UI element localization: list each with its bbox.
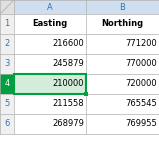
Bar	[86, 74, 159, 94]
Bar	[14, 54, 86, 74]
Bar	[0, 54, 14, 74]
Bar	[14, 74, 86, 94]
Bar	[0, 74, 14, 94]
Text: 1: 1	[4, 20, 10, 28]
Bar	[0, 0, 14, 14]
Text: Northing: Northing	[101, 20, 144, 28]
Bar	[0, 94, 14, 114]
Bar	[0, 114, 14, 134]
Text: A: A	[47, 2, 53, 12]
Text: 5: 5	[4, 99, 10, 109]
Bar	[86, 0, 159, 14]
Text: 268979: 268979	[52, 120, 84, 128]
Text: 2: 2	[4, 39, 10, 49]
Bar	[14, 14, 86, 34]
Text: 770000: 770000	[125, 59, 157, 69]
Text: Easting: Easting	[32, 20, 68, 28]
Bar	[86, 114, 159, 134]
Text: 765545: 765545	[125, 99, 157, 109]
Bar	[0, 14, 14, 34]
Text: 769955: 769955	[125, 120, 157, 128]
Bar	[14, 74, 86, 94]
Text: 771200: 771200	[125, 39, 157, 49]
Bar	[14, 94, 86, 114]
Bar	[14, 0, 86, 14]
Bar	[86, 14, 159, 34]
Text: 210000: 210000	[52, 79, 84, 89]
Text: 211558: 211558	[52, 99, 84, 109]
Text: B: B	[120, 2, 125, 12]
Bar	[84, 92, 88, 96]
Text: 720000: 720000	[125, 79, 157, 89]
Text: 245879: 245879	[52, 59, 84, 69]
Bar	[0, 34, 14, 54]
Text: 3: 3	[4, 59, 10, 69]
Bar	[86, 54, 159, 74]
Text: 6: 6	[4, 120, 10, 128]
Text: 4: 4	[4, 79, 10, 89]
Text: 216600: 216600	[52, 39, 84, 49]
Bar	[86, 34, 159, 54]
Bar	[14, 34, 86, 54]
Bar	[14, 114, 86, 134]
Bar	[86, 94, 159, 114]
